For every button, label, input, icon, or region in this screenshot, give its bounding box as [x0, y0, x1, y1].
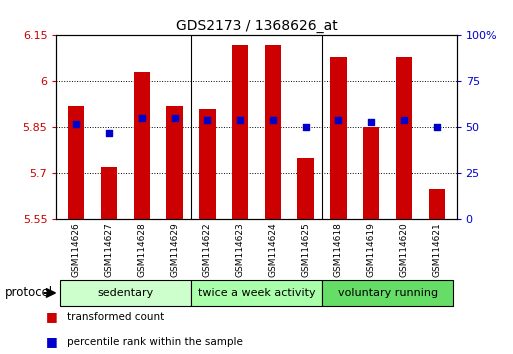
Point [105, 130, 113, 136]
Point [302, 125, 310, 130]
Text: ■: ■ [46, 335, 57, 348]
Text: voluntary running: voluntary running [338, 288, 438, 298]
Bar [166, 106, 183, 219]
Bar [265, 45, 281, 219]
Point [334, 117, 343, 123]
Point [203, 117, 211, 123]
Text: sedentary: sedentary [97, 288, 153, 298]
Text: ■: ■ [46, 310, 57, 323]
Text: percentile rank within the sample: percentile rank within the sample [67, 337, 243, 347]
Text: twice a week activity: twice a week activity [198, 288, 315, 298]
Text: protocol: protocol [5, 286, 53, 299]
Text: transformed count: transformed count [67, 312, 164, 322]
Bar [199, 109, 215, 219]
Point [137, 115, 146, 121]
Point [236, 117, 244, 123]
Point [433, 125, 441, 130]
Bar [232, 45, 248, 219]
Bar [429, 189, 445, 219]
Point [269, 117, 277, 123]
Point [367, 119, 376, 125]
Bar [396, 57, 412, 219]
Point [72, 121, 80, 127]
Bar [298, 158, 314, 219]
Point [170, 115, 179, 121]
Title: GDS2173 / 1368626_at: GDS2173 / 1368626_at [175, 19, 338, 33]
Point [400, 117, 408, 123]
Bar [68, 106, 84, 219]
Bar [363, 127, 380, 219]
Bar [133, 72, 150, 219]
Bar [101, 167, 117, 219]
Bar [330, 57, 347, 219]
